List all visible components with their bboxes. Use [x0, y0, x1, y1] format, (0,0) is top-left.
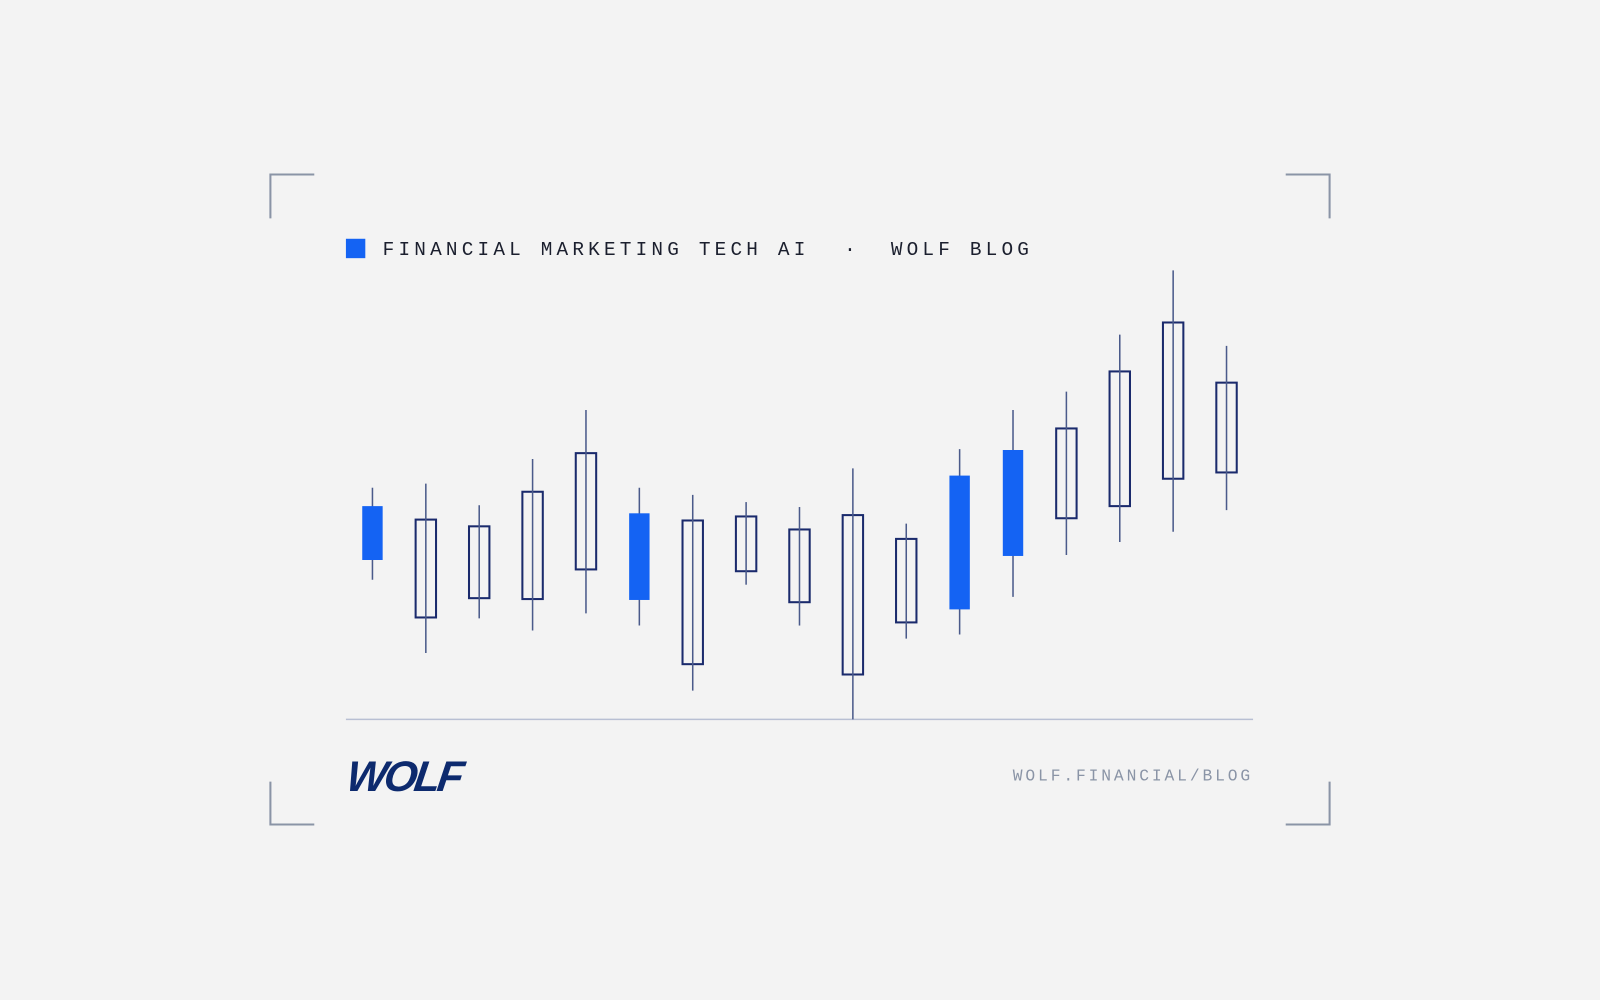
corner-bracket [269, 173, 315, 219]
corner-bracket [1285, 173, 1331, 219]
chart-subtitle: WOLF BLOG [891, 239, 1033, 261]
candle-body [1002, 450, 1024, 556]
title-marker [345, 238, 366, 259]
candle-body [629, 513, 650, 600]
footer-url: WOLF.FINANCIAL/BLOG [1013, 767, 1253, 786]
candle-body [362, 506, 383, 560]
corner-bracket [269, 781, 315, 826]
corner-bracket [1285, 781, 1331, 826]
chart-title: FINANCIAL MARKETING TECH AI [383, 239, 810, 261]
candle-body [949, 475, 970, 610]
plot-area [345, 270, 1254, 721]
corner-brackets [269, 173, 1331, 826]
title-separator: · [844, 239, 856, 261]
logo: WOLF [344, 753, 469, 801]
